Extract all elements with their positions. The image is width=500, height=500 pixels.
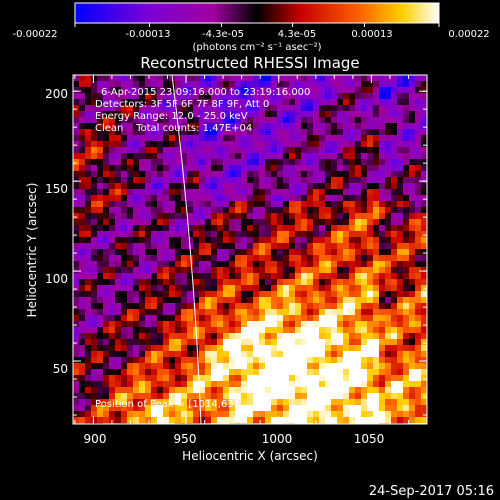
- image-heatmap: [73, 75, 427, 424]
- x-tick-label-1050: 1050: [354, 432, 385, 446]
- solar-limb-line: [171, 75, 202, 424]
- annotation-clean-counts: Clean Total counts: 1.47E+04: [95, 123, 252, 134]
- colorbar-tick-label-0: -0.00022: [13, 29, 58, 40]
- annotation-detectors: Detectors: 3F 5F 6F 7F 8F 9F, Att 0: [95, 99, 269, 110]
- x-axis-label: Heliocentric X (arcsec): [182, 449, 318, 463]
- annotation-time-range: 6-Apr-2015 23:09:16.000 to 23:19:16.000: [101, 87, 310, 98]
- timestamp: 24-Sep-2017 05:16: [369, 484, 494, 499]
- colorbar-tick-label-4: 0.00013: [351, 29, 392, 40]
- plot-frame: [72, 74, 428, 425]
- colorbar-units: (photons cm⁻² s⁻¹ asec⁻²): [192, 42, 321, 53]
- y-tick-label-150: 150: [45, 182, 68, 196]
- annotation-block: 6-Apr-2015 23:09:16.000 to 23:19:16.000 …: [95, 87, 310, 134]
- axis-ticks: [73, 75, 428, 424]
- colorbar-gradient: [74, 2, 440, 24]
- y-tick-label-100: 100: [45, 272, 68, 286]
- annotation-energy-range: Energy Range: 12.0 - 25.0 keV: [95, 111, 248, 122]
- colorbar-tick-label-5: 0.00022: [448, 29, 489, 40]
- y-tick-label-200: 200: [45, 87, 68, 101]
- colorbar-ticks: [74, 23, 440, 27]
- colorbar-tick-label-1: -0.00013: [126, 29, 171, 40]
- x-tick-label-950: 950: [174, 432, 197, 446]
- y-axis-label: Heliocentric Y (arcsec): [25, 183, 39, 318]
- colorbar: -0.00022 -0.00013 -4.3e-05 4.3e-05 0.000…: [13, 2, 490, 53]
- y-tick-label-50: 50: [53, 362, 68, 376]
- colorbar-tick-label-2: -4.3e-05: [202, 29, 244, 40]
- x-tick-label-900: 900: [84, 432, 107, 446]
- chart-title: Reconstructed RHESSI Image: [140, 54, 359, 72]
- peak-position-label: Position of Peak = [1014,63]: [95, 399, 238, 410]
- colorbar-tick-label-3: 4.3e-05: [278, 29, 316, 40]
- x-tick-label-1000: 1000: [262, 432, 293, 446]
